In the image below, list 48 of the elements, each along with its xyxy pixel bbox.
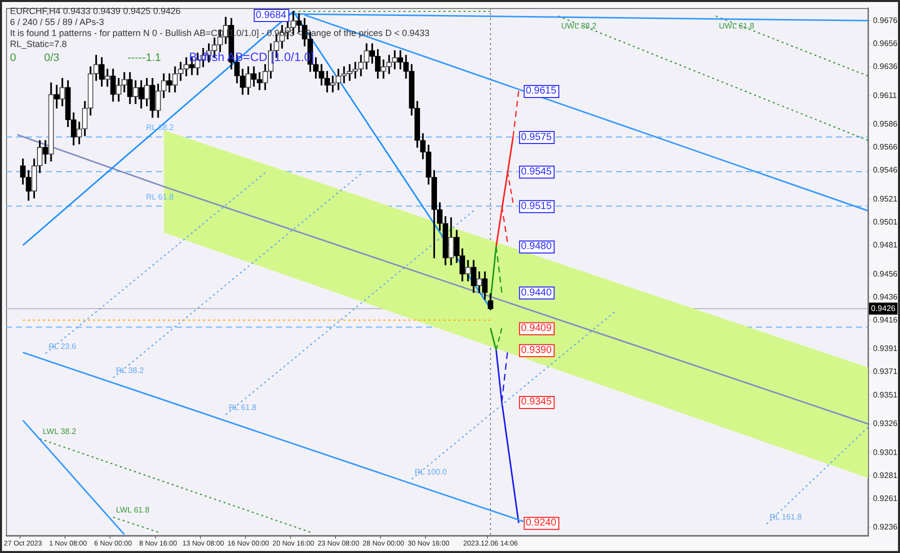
series-label: RL 38.2 [116, 366, 144, 375]
ref-line-label: RL 38.2 [146, 123, 174, 132]
series-label: LWL 38.2 [42, 427, 77, 436]
y-tick-label: 0.9566 [873, 142, 898, 152]
series-label: RL 100.0 [414, 467, 448, 476]
series-label: RL 61.8 [228, 402, 257, 412]
y-tick-label: 0.9501 [873, 217, 898, 226]
y-tick-label: 0.9586 [873, 120, 898, 129]
annotation: 0.9545 [521, 166, 552, 178]
series-label: RL 161.8 [770, 512, 802, 522]
y-tick-label: 0.9326 [873, 419, 898, 428]
series-label: RL 23.6 [48, 342, 77, 351]
y-tick-label: 0.9351 [873, 390, 898, 400]
annotation: RL_Static=7.8 [10, 39, 68, 50]
y-tick-label: 0.9481 [873, 240, 898, 250]
annotation: 0/3 [44, 52, 60, 64]
y-tick-label: 0.9546 [873, 166, 898, 175]
annotation: 0.9440 [521, 287, 552, 298]
y-tick-label: 0.9281 [873, 470, 898, 480]
y-tick-label: 0.9656 [873, 38, 898, 48]
annotation: -----1.1 [127, 52, 162, 64]
y-tick-label: 0.9261 [873, 494, 898, 503]
y-tick-label: 0.9416 [873, 315, 898, 324]
annotation: 0.9390 [521, 344, 552, 356]
y-tick-label: 0.9436 [873, 292, 898, 302]
y-tick-label: 0.9236 [873, 522, 898, 532]
annotation: 0.9575 [521, 132, 552, 143]
series-label: LWL 61.8 [116, 505, 150, 514]
y-tick-label: 0.9611 [873, 90, 898, 100]
y-tick-label: 0.9301 [873, 448, 898, 457]
annotation: 0.9345 [521, 396, 552, 408]
y-tick-label: 0.9636 [873, 62, 898, 71]
annotation: 0.9240 [526, 518, 557, 529]
y-tick-label: 0.9676 [873, 16, 898, 25]
annotation: 0.9515 [521, 200, 552, 212]
series-label: UWL 38.2 [561, 21, 597, 30]
annotation: 0.9615 [526, 86, 557, 97]
annotation: 0.9480 [521, 241, 552, 252]
y-tick-label: 0.9371 [873, 367, 898, 376]
text: 6 / 240 / 55 / 89 / APs-3 [10, 17, 104, 27]
y-tick-label: 0.9391 [873, 344, 898, 354]
y-tick-label: 0.9456 [873, 269, 898, 278]
annotation: 0.9409 [521, 322, 552, 334]
ref-line-label: 0.9426 [871, 304, 896, 313]
annotation: 0 [10, 52, 16, 64]
chart-title: EURCHF,H4 0.9433 0.9439 0.9425 0.9426 [10, 6, 181, 16]
series-label: UWL 61.8 [718, 21, 755, 30]
y-tick-label: 0.9521 [873, 194, 898, 204]
